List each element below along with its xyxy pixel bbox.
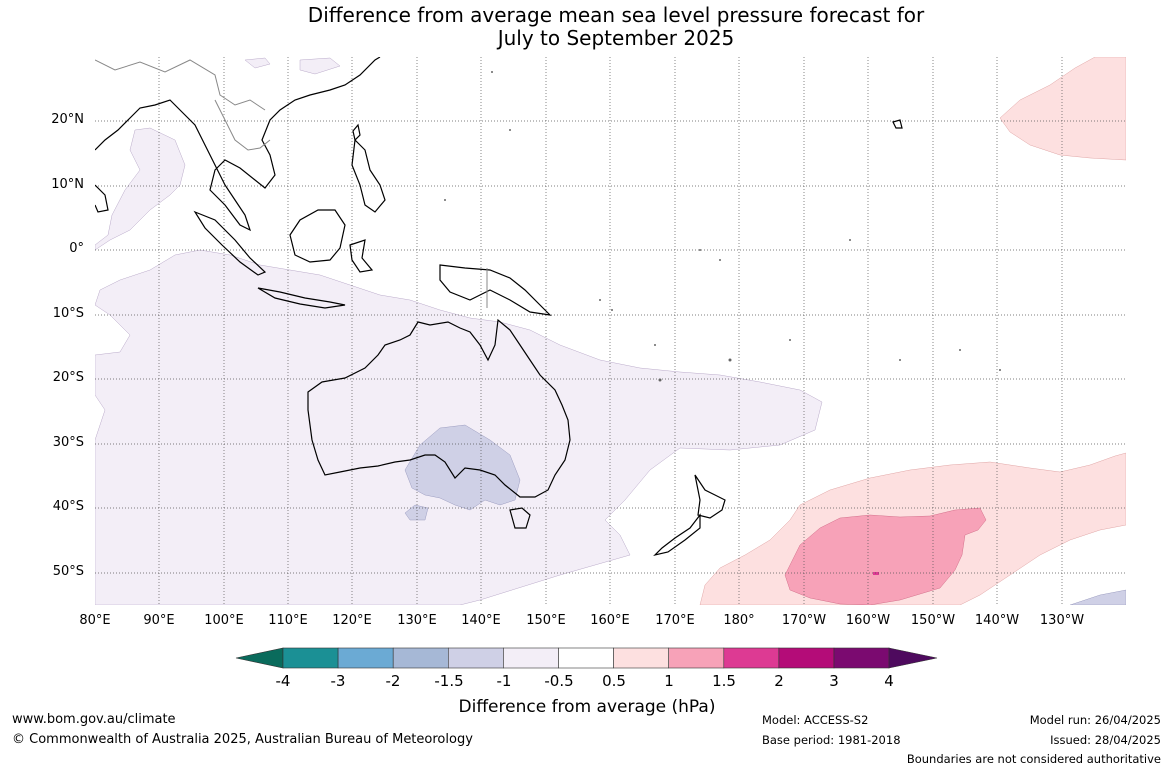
colorbar-tick-label: -0.5 — [544, 672, 574, 690]
title-line-2: July to September 2025 — [497, 26, 735, 50]
footer-copyright: © Commonwealth of Australia 2025, Austra… — [12, 732, 473, 747]
lat-label-10s: 10°S — [52, 306, 84, 321]
map-title: Difference from average mean sea level p… — [0, 4, 1173, 50]
lat-label-20s: 20°S — [52, 370, 84, 385]
anomaly-region-light-purple — [95, 127, 823, 605]
colorbar-tick-label: 1 — [664, 672, 674, 690]
borneo-coastline — [289, 209, 346, 263]
colorbar-title: Difference from average (hPa) — [458, 697, 716, 717]
colorbar-tick-label: 1.5 — [712, 672, 736, 690]
philippines-coastline — [351, 138, 386, 213]
lon-label-160w: 160°W — [845, 613, 891, 628]
coastlines — [95, 57, 903, 557]
lon-label-100e: 100°E — [204, 613, 244, 628]
lon-label-140w: 140°W — [974, 613, 1020, 628]
lat-label-30s: 30°S — [52, 435, 84, 450]
new-zealand-north-coastline — [694, 474, 726, 519]
lon-label-160e: 160°E — [590, 613, 630, 628]
country-borders — [95, 59, 488, 308]
india-coastline — [95, 184, 109, 213]
new-guinea-coastline — [439, 264, 552, 316]
lon-label-130w: 130°W — [1039, 613, 1085, 628]
lon-label-130e: 130°E — [397, 613, 437, 628]
lon-label-170e: 170°E — [655, 613, 695, 628]
colorbar-tick-label: 0.5 — [602, 672, 626, 690]
footer-model-run: Model run: 26/04/2025 — [1029, 713, 1161, 727]
lon-label-170w: 170°W — [781, 613, 827, 628]
sumatra-coastline — [193, 210, 267, 276]
footer-url[interactable]: www.bom.gov.au/climate — [12, 712, 176, 727]
anomaly-region-lavender — [404, 424, 1126, 605]
pacific-islands — [444, 71, 1001, 382]
footer-issued: Issued: 28/04/2025 — [1050, 733, 1161, 747]
lat-label-0: 0° — [69, 241, 84, 256]
sulawesi-coastline — [349, 239, 374, 273]
colorbar-tick-label: -4 — [275, 672, 291, 690]
colorbar-tick-label: 4 — [884, 672, 894, 690]
asia-mainland-coastline — [95, 57, 381, 232]
colorbar-tick-label: -3 — [330, 672, 346, 690]
anomaly-region-light-purple-ne — [244, 57, 341, 75]
lon-label-150e: 150°E — [526, 613, 566, 628]
anomaly-region-light-pink-ne — [999, 57, 1126, 161]
lat-label-10n: 10°N — [51, 177, 84, 192]
hawaii-coastline — [892, 119, 903, 129]
lon-label-90e: 90°E — [143, 613, 175, 628]
tasmania-coastline — [509, 507, 531, 529]
title-line-1: Difference from average mean sea level p… — [307, 3, 925, 27]
lon-label-150w: 150°W — [910, 613, 956, 628]
lat-label-50s: 50°S — [52, 564, 84, 579]
australia-coastline — [307, 318, 571, 498]
lat-label-40s: 40°S — [52, 499, 84, 514]
java-coastline — [257, 287, 346, 309]
lon-label-120e: 120°E — [332, 613, 372, 628]
colorbar-tick-label: -2 — [385, 672, 401, 690]
lon-label-110e: 110°E — [268, 613, 308, 628]
lat-label-20n: 20°N — [51, 112, 84, 127]
colorbar-tick-label: 3 — [829, 672, 839, 690]
colorbar-tick-label: -1 — [496, 672, 512, 690]
anomaly-spot-magenta — [873, 572, 879, 575]
footer-base-period: Base period: 1981-2018 — [762, 733, 901, 747]
colorbar-tick-label: -1.5 — [434, 672, 464, 690]
lon-label-140e: 140°E — [461, 613, 501, 628]
colorbar-tick-label: 2 — [774, 672, 784, 690]
lon-label-180: 180° — [723, 613, 755, 628]
footer-disclaimer: Boundaries are not considered authoritat… — [906, 752, 1161, 766]
taiwan-coastline — [352, 123, 361, 142]
footer-model: Model: ACCESS-S2 — [762, 713, 869, 727]
lon-label-80e: 80°E — [79, 613, 111, 628]
anomaly-region-pink — [784, 507, 987, 605]
new-zealand-south-coastline — [653, 513, 701, 557]
